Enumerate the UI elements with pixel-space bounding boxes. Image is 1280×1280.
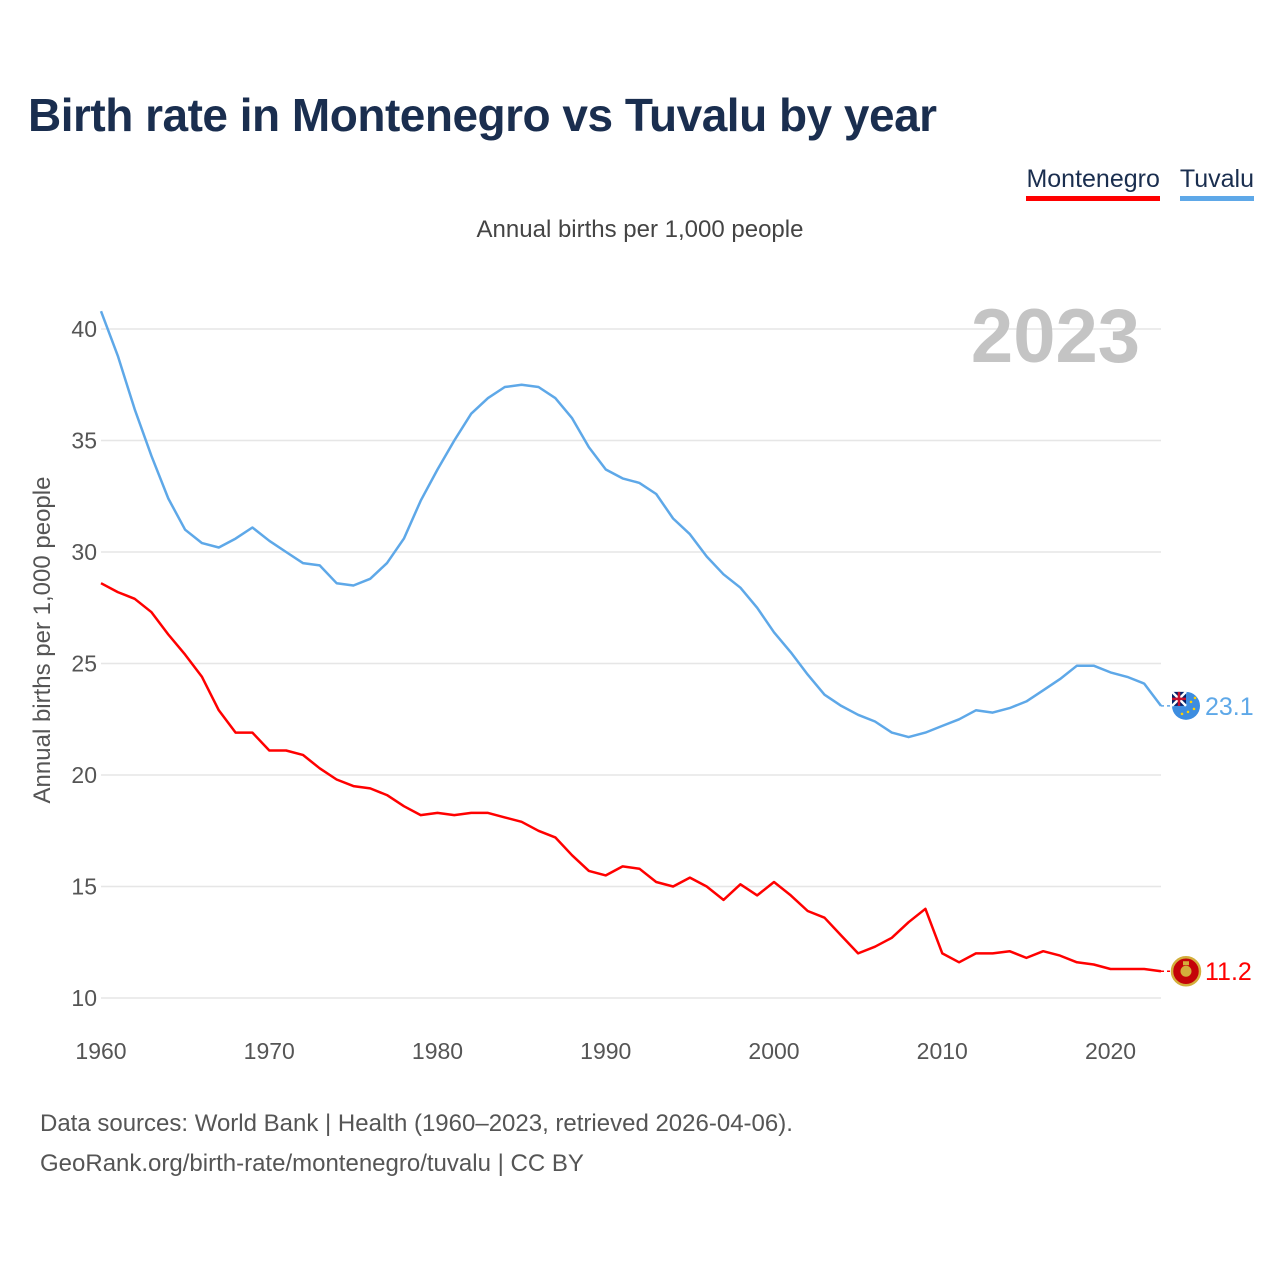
y-tick-label: 25 [71, 651, 97, 677]
x-tick-label: 1990 [580, 1038, 631, 1064]
chart-title: Birth rate in Montenegro vs Tuvalu by ye… [28, 89, 937, 141]
y-axis-label: Annual births per 1,000 people [29, 477, 56, 804]
y-axis-ticks: 10 15 20 25 30 35 40 [71, 316, 97, 1011]
source-note: Data sources: World Bank | Health (1960–… [40, 1110, 793, 1137]
series-line-tuvalu [99, 310, 1162, 739]
flag-icon-montenegro [1170, 955, 1202, 987]
x-tick-label: 1980 [412, 1038, 463, 1064]
legend: Montenegro Tuvalu [1026, 164, 1254, 201]
legend-item-tuvalu[interactable]: Tuvalu [1179, 164, 1254, 201]
y-tick-label: 20 [71, 762, 97, 788]
x-tick-label: 1970 [244, 1038, 295, 1064]
chart-subtitle: Annual births per 1,000 people [476, 216, 804, 243]
flag-icon-tuvalu [1171, 690, 1200, 720]
end-value-label-montenegro: 11.2 [1205, 958, 1252, 986]
x-tick-label: 1960 [75, 1038, 126, 1064]
y-tick-label: 40 [71, 316, 97, 342]
y-tick-label: 15 [71, 874, 97, 900]
y-tick-label: 35 [71, 428, 97, 454]
x-tick-label: 2010 [917, 1038, 968, 1064]
y-tick-label: 30 [71, 539, 97, 565]
source-url: GeoRank.org/birth-rate/montenegro/tuvalu… [40, 1150, 584, 1177]
end-value-label-tuvalu: 23.1 [1205, 693, 1254, 721]
legend-item-montenegro[interactable]: Montenegro [1026, 164, 1160, 201]
series-lines [99, 310, 1162, 973]
year-watermark: 2023 [971, 294, 1140, 379]
footer: Data sources: World Bank | Health (1960–… [40, 1104, 793, 1184]
x-axis-ticks: 1960 1970 1980 1990 2000 2010 2020 [75, 1038, 1136, 1064]
series-line-montenegro [100, 582, 1162, 973]
y-tick-label: 10 [71, 985, 97, 1011]
x-tick-label: 2020 [1085, 1038, 1136, 1064]
gridlines [101, 328, 1161, 999]
end-markers: 11.2 23.1 [1161, 690, 1254, 987]
x-tick-label: 2000 [748, 1038, 799, 1064]
